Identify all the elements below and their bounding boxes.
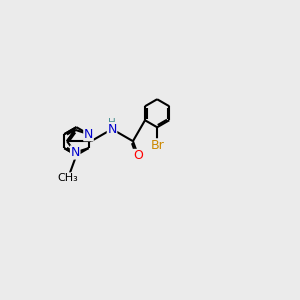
Text: CH₃: CH₃ <box>58 173 79 183</box>
Text: O: O <box>134 149 143 162</box>
Text: N: N <box>84 128 93 141</box>
Text: N: N <box>107 123 117 136</box>
Text: H: H <box>108 118 116 128</box>
Text: N: N <box>70 146 80 159</box>
Text: Br: Br <box>150 139 164 152</box>
